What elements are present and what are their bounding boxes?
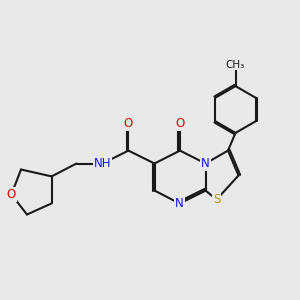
Text: NH: NH	[94, 157, 111, 170]
Text: N: N	[175, 197, 184, 210]
Text: CH₃: CH₃	[226, 59, 245, 70]
Text: O: O	[176, 117, 184, 130]
Text: O: O	[7, 188, 16, 201]
Text: O: O	[124, 117, 133, 130]
Text: N: N	[201, 157, 210, 170]
Text: S: S	[213, 193, 220, 206]
